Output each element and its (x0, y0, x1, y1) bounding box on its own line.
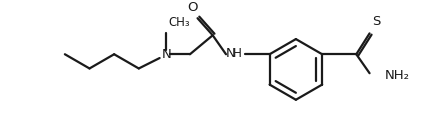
Text: NH₂: NH₂ (385, 69, 410, 82)
Text: O: O (187, 1, 198, 14)
Text: N: N (161, 48, 171, 61)
Text: H: H (233, 47, 242, 60)
Text: N: N (226, 47, 235, 60)
Text: CH₃: CH₃ (168, 16, 190, 29)
Text: S: S (372, 15, 381, 28)
